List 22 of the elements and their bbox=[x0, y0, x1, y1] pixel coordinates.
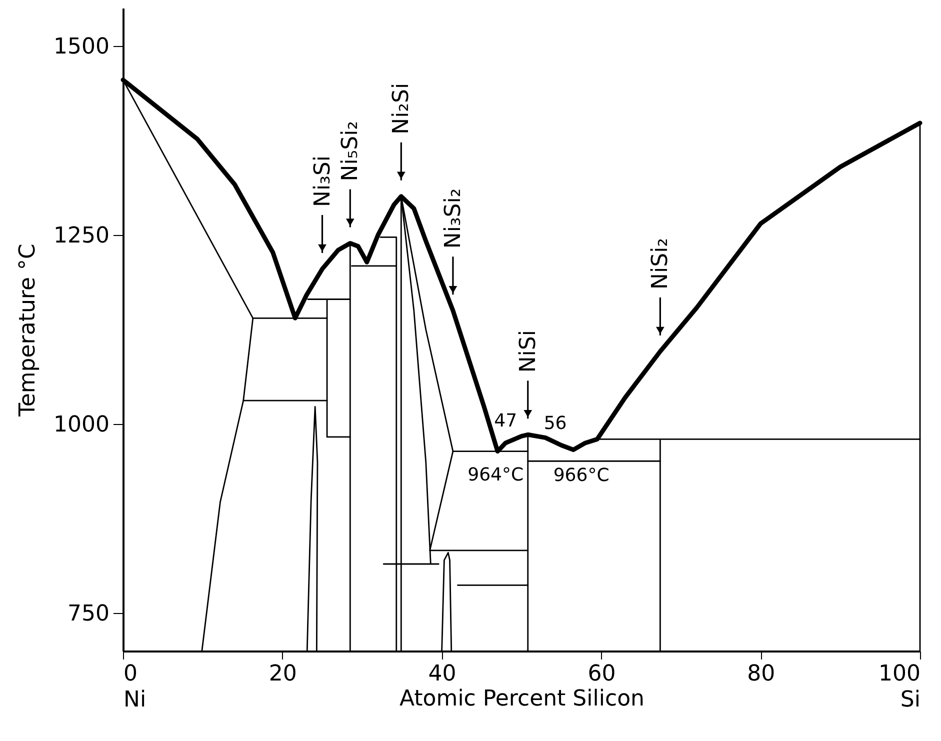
y-tick-label: 1500 bbox=[54, 34, 110, 60]
y-tick-label: 1000 bbox=[54, 412, 110, 438]
x-tick-label: 60 bbox=[588, 662, 616, 686]
annotation: 47 bbox=[494, 410, 518, 432]
annotation: 964°C bbox=[468, 464, 524, 486]
annotation: Ni₃Si₂ bbox=[440, 188, 466, 249]
annotation: NiSi bbox=[516, 330, 541, 373]
x-tick-label: 20 bbox=[268, 662, 297, 686]
annotation: Ni₃Si bbox=[310, 156, 336, 207]
annotation: NiSi₂ bbox=[648, 238, 674, 290]
x-axis-title: Atomic Percent Silicon bbox=[400, 686, 644, 712]
y-axis-title: Temperature °C bbox=[16, 244, 41, 418]
y-tick-label: 1250 bbox=[54, 223, 110, 248]
x-tick-label: 40 bbox=[428, 662, 456, 686]
annotation: Ni₂Si bbox=[389, 82, 414, 134]
y-tick-label: 750 bbox=[68, 602, 110, 627]
annotation: 966°C bbox=[553, 464, 610, 486]
x-tick-label: 0 Ni bbox=[124, 662, 146, 712]
x-tick-label: 100 Si bbox=[878, 662, 920, 712]
annotation: Ni₅Si₂ bbox=[338, 120, 364, 182]
annotation: 56 bbox=[544, 412, 567, 434]
x-tick-label: 80 bbox=[747, 662, 776, 686]
